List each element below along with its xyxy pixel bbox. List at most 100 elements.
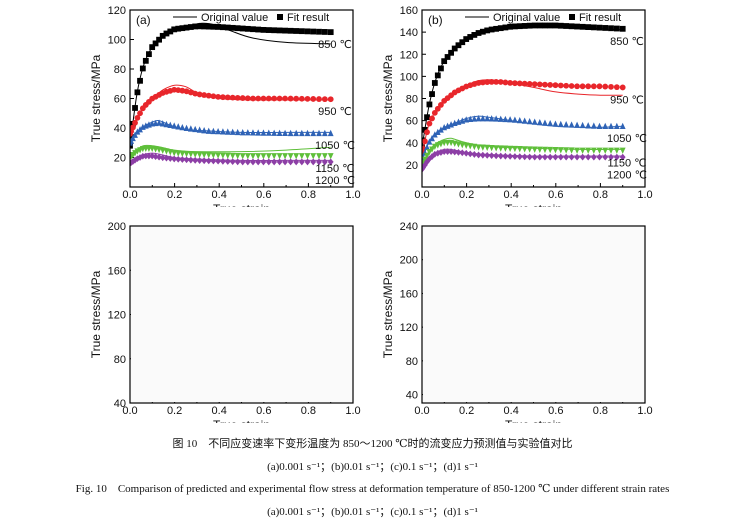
fit-result-marker bbox=[484, 27, 491, 34]
fit-result-marker bbox=[255, 95, 262, 102]
fit-result-marker bbox=[484, 115, 491, 122]
fit-result-marker bbox=[563, 147, 570, 154]
fit-result-marker bbox=[276, 95, 283, 102]
fit-result-marker bbox=[134, 128, 141, 135]
x-tick-label: 0.6 bbox=[256, 189, 271, 201]
fit-result-marker bbox=[282, 158, 288, 166]
fit-result-marker bbox=[298, 129, 305, 137]
fit-result-marker bbox=[134, 155, 141, 163]
fit-result-marker bbox=[542, 22, 548, 29]
fit-result-marker bbox=[497, 152, 504, 160]
series-1 bbox=[422, 79, 626, 157]
fit-result-marker bbox=[568, 153, 575, 161]
fit-result-marker bbox=[444, 54, 451, 60]
series-label: 1050 ℃ bbox=[607, 133, 647, 145]
fit-result-marker bbox=[293, 129, 300, 137]
fit-result-marker bbox=[287, 153, 294, 160]
legend-original-label: Original value bbox=[201, 12, 268, 24]
y-tick-label: 60 bbox=[114, 94, 126, 106]
fit-result-marker bbox=[201, 127, 208, 134]
fit-result-marker bbox=[568, 147, 575, 154]
fit-result-marker bbox=[287, 129, 294, 137]
fit-result-marker bbox=[171, 26, 178, 33]
fit-result-marker bbox=[271, 129, 278, 136]
fit-result-marker bbox=[536, 22, 543, 29]
fit-result-marker bbox=[531, 22, 538, 29]
fit-result-marker bbox=[229, 24, 236, 31]
fit-result-marker bbox=[287, 27, 294, 34]
fit-result-marker bbox=[579, 147, 586, 154]
fit-result-marker bbox=[244, 153, 251, 160]
fit-result-marker bbox=[493, 79, 500, 85]
fit-result-marker bbox=[255, 153, 262, 160]
fit-result-marker bbox=[542, 153, 548, 161]
fit-result-marker bbox=[563, 23, 570, 29]
chart-panel-b: 0.0 0.2 0.4 0.6 0.8 1.0 20 40 60 80 100 120 140 160 Tr… bbox=[365, 2, 665, 216]
fit-result-marker bbox=[424, 143, 430, 151]
fit-result-marker bbox=[159, 32, 166, 39]
fit-result-marker bbox=[497, 145, 504, 152]
fit-result-marker bbox=[167, 121, 174, 128]
x-tick-label: 0.4 bbox=[504, 405, 519, 417]
fit-result-marker bbox=[287, 158, 294, 166]
fit-result-marker bbox=[526, 81, 533, 87]
fit-result-marker bbox=[434, 142, 441, 149]
fit-result-marker bbox=[608, 25, 614, 32]
fit-result-marker bbox=[431, 131, 438, 138]
x-tick-label: 0.6 bbox=[548, 189, 563, 201]
chart-b-svg: 0.0 0.2 0.4 0.6 0.8 1.0 20 40 60 80 100 120 140 160 Tr… bbox=[381, 5, 653, 216]
fit-result-marker bbox=[438, 126, 444, 133]
fit-result-marker bbox=[183, 24, 190, 31]
fit-result-marker bbox=[152, 153, 159, 160]
fit-result-marker bbox=[526, 146, 533, 153]
y-tick-label: 80 bbox=[114, 64, 126, 76]
fit-result-marker bbox=[192, 23, 199, 30]
fit-result-marker bbox=[536, 153, 543, 161]
fit-result-marker bbox=[298, 28, 305, 35]
fit-result-marker bbox=[563, 82, 570, 89]
chart-panel-c: 0.0 0.2 0.4 0.6 0.8 1.0 40 80 120 160 200 True stra… bbox=[73, 218, 373, 432]
fit-result-marker bbox=[255, 26, 262, 33]
y-tick-label: 20 bbox=[406, 160, 418, 172]
fit-result-marker bbox=[265, 158, 272, 166]
fit-result-marker bbox=[167, 155, 174, 162]
y-tick-label: 80 bbox=[406, 94, 418, 106]
fit-result-marker bbox=[536, 118, 543, 126]
fit-result-marker bbox=[293, 153, 300, 160]
fit-result-marker bbox=[321, 158, 328, 166]
fit-result-marker bbox=[422, 161, 428, 169]
fit-result-marker bbox=[547, 153, 554, 161]
fit-result-marker bbox=[224, 24, 231, 31]
fit-result-marker bbox=[327, 96, 334, 103]
fit-result-marker bbox=[512, 145, 518, 153]
fit-result-marker bbox=[552, 153, 559, 161]
fit-result-marker bbox=[163, 154, 170, 162]
fit-result-marker bbox=[163, 120, 170, 128]
plot-frame bbox=[421, 225, 646, 404]
fit-result-marker bbox=[557, 153, 564, 161]
fit-result-marker bbox=[321, 129, 328, 137]
fit-result-marker bbox=[521, 117, 528, 124]
fit-result-marker bbox=[187, 125, 194, 132]
fit-result-marker bbox=[175, 123, 182, 130]
fit-result-marker bbox=[557, 147, 564, 154]
fit-result-marker bbox=[293, 158, 300, 166]
fit-result-marker bbox=[493, 145, 500, 152]
fit-result-marker bbox=[488, 115, 495, 122]
fit-result-marker bbox=[255, 129, 262, 136]
fit-result-marker bbox=[171, 155, 178, 163]
fit-result-marker bbox=[276, 158, 283, 166]
panel-label: (a) bbox=[136, 13, 151, 27]
fit-result-marker bbox=[196, 23, 203, 30]
fit-result-marker bbox=[327, 153, 334, 160]
fit-result-marker bbox=[516, 153, 523, 161]
fit-result-marker bbox=[579, 153, 586, 161]
x-tick-label: 0.0 bbox=[414, 405, 429, 417]
fit-result-marker bbox=[422, 126, 428, 133]
fit-result-marker bbox=[210, 127, 217, 135]
fit-result-marker bbox=[163, 30, 170, 37]
fit-result-marker bbox=[429, 115, 435, 122]
fit-result-marker bbox=[463, 116, 470, 123]
fit-result-marker bbox=[316, 96, 322, 102]
fit-result-marker bbox=[526, 153, 533, 161]
